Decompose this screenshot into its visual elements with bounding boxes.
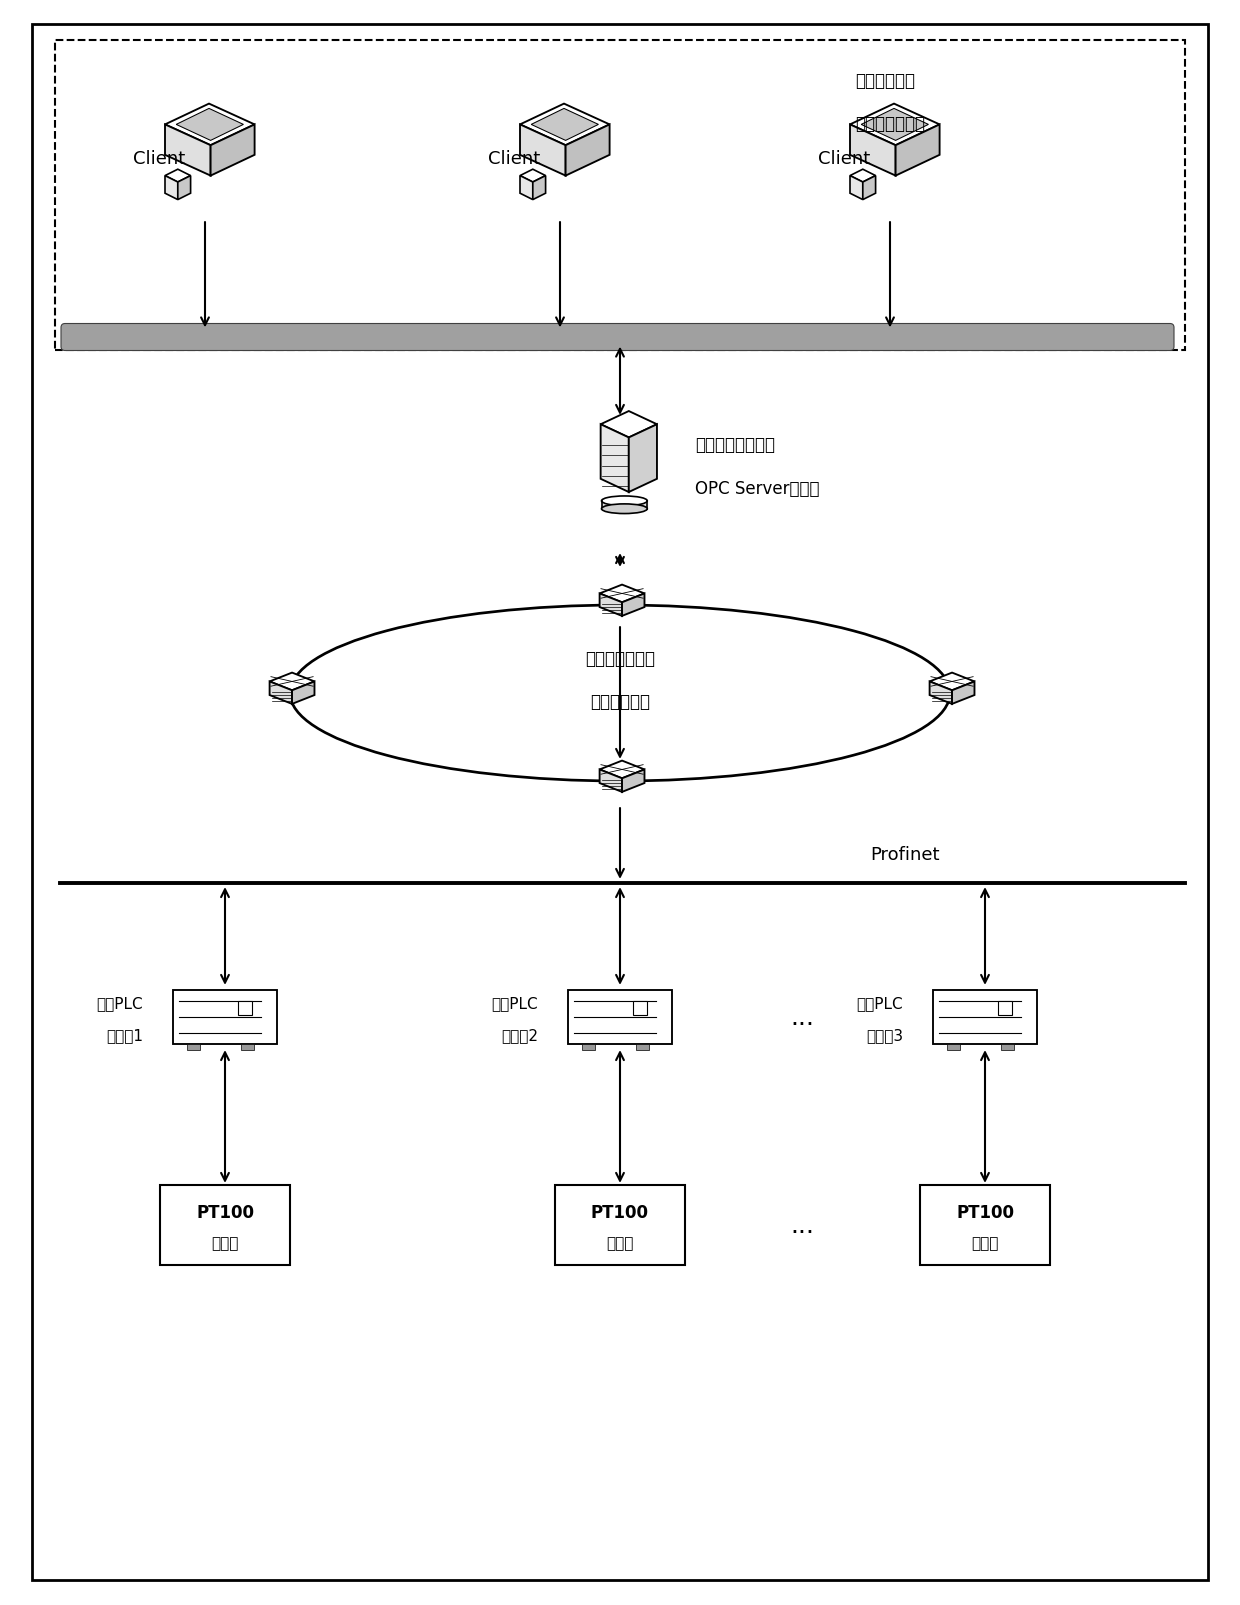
- Polygon shape: [565, 125, 610, 177]
- Bar: [947, 1045, 960, 1051]
- Text: （光纤环网）: （光纤环网）: [590, 693, 650, 711]
- Polygon shape: [211, 125, 254, 177]
- Polygon shape: [600, 594, 622, 616]
- Polygon shape: [863, 177, 875, 201]
- Polygon shape: [849, 170, 875, 183]
- Text: PT100: PT100: [591, 1204, 649, 1221]
- Polygon shape: [849, 125, 895, 177]
- Text: 传感器: 传感器: [211, 1236, 238, 1250]
- Bar: [238, 1002, 252, 1016]
- Polygon shape: [629, 425, 657, 493]
- Polygon shape: [165, 177, 177, 201]
- Polygon shape: [269, 682, 293, 705]
- Polygon shape: [622, 770, 645, 793]
- Polygon shape: [600, 586, 645, 603]
- Text: PT100: PT100: [956, 1204, 1014, 1221]
- FancyBboxPatch shape: [934, 990, 1037, 1045]
- Text: 传感器: 传感器: [971, 1236, 998, 1250]
- Text: PT100: PT100: [196, 1204, 254, 1221]
- Polygon shape: [520, 170, 546, 183]
- Text: 远程PLC: 远程PLC: [857, 995, 903, 1011]
- Polygon shape: [177, 177, 191, 201]
- Polygon shape: [520, 104, 610, 146]
- Bar: [242, 1045, 254, 1051]
- Polygon shape: [600, 425, 629, 493]
- Polygon shape: [293, 682, 315, 705]
- FancyBboxPatch shape: [568, 990, 672, 1045]
- Text: 工作站1: 工作站1: [105, 1027, 143, 1043]
- Text: Client: Client: [489, 149, 541, 169]
- Polygon shape: [531, 109, 599, 141]
- Polygon shape: [895, 125, 940, 177]
- Text: 加速器局域网: 加速器局域网: [856, 72, 915, 90]
- Text: （高速以太网）: （高速以太网）: [856, 116, 925, 133]
- FancyBboxPatch shape: [556, 1184, 684, 1265]
- Text: 实时工业以太网: 实时工业以太网: [585, 650, 655, 668]
- Bar: [583, 1045, 595, 1051]
- Bar: [187, 1045, 200, 1051]
- Polygon shape: [600, 412, 657, 438]
- FancyBboxPatch shape: [61, 324, 1174, 351]
- Polygon shape: [269, 672, 315, 690]
- Ellipse shape: [601, 504, 647, 514]
- Polygon shape: [930, 682, 952, 705]
- Polygon shape: [622, 594, 645, 616]
- Polygon shape: [165, 104, 254, 146]
- Text: 传感器: 传感器: [606, 1236, 634, 1250]
- Text: 工作站2: 工作站2: [501, 1027, 538, 1043]
- Text: OPC Server服务器: OPC Server服务器: [694, 480, 820, 498]
- Polygon shape: [600, 761, 645, 778]
- Polygon shape: [849, 104, 940, 146]
- Bar: [636, 1045, 649, 1051]
- Polygon shape: [600, 770, 622, 793]
- Polygon shape: [520, 125, 565, 177]
- Polygon shape: [520, 177, 533, 201]
- Polygon shape: [533, 177, 546, 201]
- Polygon shape: [862, 109, 929, 141]
- Text: ...: ...: [791, 1213, 815, 1237]
- Polygon shape: [952, 682, 975, 705]
- Polygon shape: [930, 672, 975, 690]
- Bar: [1001, 1045, 1014, 1051]
- Text: ...: ...: [791, 1005, 815, 1029]
- Text: 远程PLC: 远程PLC: [491, 995, 538, 1011]
- Bar: [998, 1002, 1012, 1016]
- Text: Client: Client: [818, 149, 870, 169]
- Text: 工作站3: 工作站3: [866, 1027, 903, 1043]
- Polygon shape: [165, 125, 211, 177]
- FancyBboxPatch shape: [160, 1184, 290, 1265]
- Polygon shape: [165, 170, 191, 183]
- FancyBboxPatch shape: [920, 1184, 1050, 1265]
- Text: 磁铁温度监测系统: 磁铁温度监测系统: [694, 435, 775, 454]
- Text: 远程PLC: 远程PLC: [97, 995, 143, 1011]
- FancyBboxPatch shape: [174, 990, 277, 1045]
- Bar: [632, 1002, 647, 1016]
- Ellipse shape: [601, 496, 647, 506]
- Polygon shape: [849, 177, 863, 201]
- Text: Client: Client: [133, 149, 185, 169]
- Text: Profinet: Profinet: [870, 846, 940, 863]
- Polygon shape: [176, 109, 243, 141]
